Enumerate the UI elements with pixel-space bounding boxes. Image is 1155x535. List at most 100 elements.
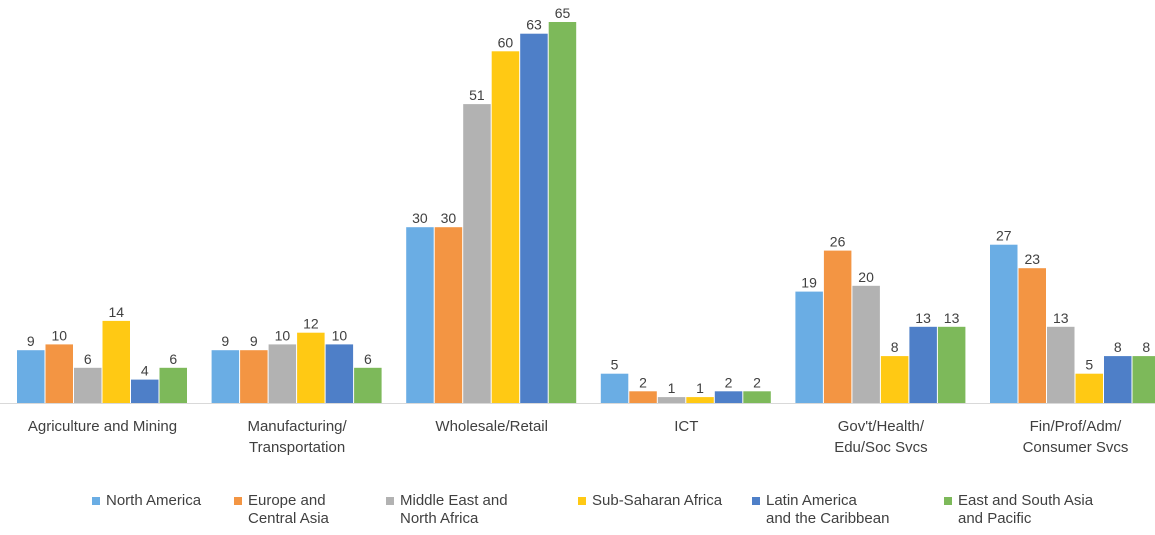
bar-3-2 (657, 397, 686, 403)
legend: North America Europe and Central Asia Midd… (0, 492, 1155, 535)
data-label-2-2: 51 (469, 87, 485, 103)
data-label-1-0: 9 (221, 333, 229, 349)
legend-label-2: Middle East and North Africa (400, 492, 508, 527)
bar-2-1 (434, 227, 463, 403)
legend-swatch-4 (752, 497, 760, 505)
legend-swatch-0 (92, 497, 100, 505)
bar-1-4 (325, 344, 354, 403)
data-label-2-3: 60 (498, 34, 514, 50)
data-label-3-2: 1 (668, 380, 676, 396)
data-label-4-3: 8 (891, 339, 899, 355)
legend-swatch-5 (944, 497, 952, 505)
data-label-4-4: 13 (915, 310, 931, 326)
bar-2-4 (520, 33, 548, 403)
bar-5-1 (1018, 268, 1046, 403)
data-label-2-1: 30 (441, 210, 457, 226)
category-label-4: Gov't/Health/Edu/Soc Svcs (834, 418, 927, 456)
bar-1-1 (240, 350, 268, 403)
bar-0-4 (131, 379, 159, 403)
data-label-0-0: 9 (27, 333, 35, 349)
legend-swatch-2 (386, 497, 394, 505)
data-label-4-5: 13 (944, 310, 960, 326)
bar-1-2 (268, 344, 297, 403)
bar-2-2 (463, 104, 491, 403)
data-label-1-3: 12 (303, 316, 319, 332)
legend-label-4: Latin America and the Caribbean (766, 492, 890, 527)
bar-3-5 (743, 391, 771, 403)
data-label-5-5: 8 (1142, 339, 1150, 355)
bar-4-0 (795, 291, 823, 403)
bar-5-3 (1075, 373, 1103, 403)
data-label-1-5: 6 (364, 351, 372, 367)
bar-4-5 (937, 326, 966, 403)
data-label-0-1: 10 (52, 327, 68, 343)
legend-label-1: Europe and Central Asia (248, 492, 329, 527)
data-label-5-0: 27 (996, 228, 1012, 244)
bar-1-5 (354, 367, 382, 403)
category-label-0: Agriculture and Mining (28, 418, 177, 435)
category-label-3: ICT (674, 418, 698, 435)
bar-4-1 (823, 250, 852, 403)
bar-5-5 (1132, 356, 1155, 403)
bar-0-0 (17, 350, 45, 403)
bar-3-3 (686, 397, 714, 403)
legend-item-3: Sub-Saharan Africa (578, 492, 722, 510)
data-label-5-1: 23 (1025, 251, 1041, 267)
data-label-2-5: 65 (555, 5, 571, 21)
data-label-3-0: 5 (611, 357, 619, 373)
data-label-0-3: 14 (109, 304, 125, 320)
legend-item-0: North America (92, 492, 201, 510)
bar-4-2 (852, 285, 880, 403)
data-label-5-4: 8 (1114, 339, 1122, 355)
bar-5-0 (990, 244, 1018, 403)
data-label-2-0: 30 (412, 210, 428, 226)
data-label-3-3: 1 (696, 380, 704, 396)
bar-2-3 (491, 51, 520, 404)
bar-0-5 (159, 367, 187, 403)
category-label-1: Manufacturing/Transportation (247, 418, 347, 456)
legend-label-5: East and South Asia and Pacific (958, 492, 1094, 527)
bar-4-3 (880, 356, 909, 403)
data-label-0-4: 4 (141, 363, 149, 379)
bar-2-5 (548, 22, 577, 403)
data-label-3-1: 2 (639, 374, 647, 390)
data-label-4-2: 20 (858, 269, 874, 285)
bar-4-4 (909, 326, 937, 403)
bar-5-2 (1047, 326, 1075, 403)
data-label-3-5: 2 (753, 374, 761, 390)
bars-layer (17, 22, 1155, 404)
category-label-2: Wholesale/Retail (435, 418, 548, 435)
data-label-1-2: 10 (275, 327, 291, 343)
data-label-4-1: 26 (830, 234, 846, 250)
data-label-3-4: 2 (725, 374, 733, 390)
legend-swatch-1 (234, 497, 242, 505)
bar-3-1 (629, 391, 657, 403)
bar-0-3 (102, 320, 130, 403)
bar-0-1 (45, 344, 73, 403)
bar-1-3 (297, 332, 325, 403)
legend-label-0: North America (106, 492, 202, 509)
bar-2-0 (406, 227, 434, 403)
legend-label-3: Sub-Saharan Africa (592, 492, 723, 509)
bar-5-4 (1104, 356, 1132, 403)
bar-3-4 (714, 391, 743, 403)
legend-item-5: East and South Asia and Pacific (944, 492, 1093, 528)
data-label-4-0: 19 (801, 275, 817, 291)
legend-item-2: Middle East and North Africa (386, 492, 508, 528)
bar-0-2 (74, 367, 102, 403)
category-label-5: Fin/Prof/Adm/Consumer Svcs (1023, 418, 1129, 456)
bar-3-0 (600, 373, 629, 403)
data-label-5-3: 5 (1085, 357, 1093, 373)
category-labels-layer: Agriculture and Mining Manufacturing/Tran… (28, 418, 1129, 456)
data-label-0-2: 6 (84, 351, 92, 367)
bar-1-0 (211, 350, 240, 403)
legend-swatch-3 (578, 497, 586, 505)
legend-item-1: Europe and Central Asia (234, 492, 329, 528)
legend-item-4: Latin America and the Caribbean (752, 492, 889, 528)
data-label-1-1: 9 (250, 333, 258, 349)
data-label-2-4: 63 (526, 17, 542, 33)
data-label-0-5: 6 (169, 351, 177, 367)
data-label-5-2: 13 (1053, 310, 1069, 326)
